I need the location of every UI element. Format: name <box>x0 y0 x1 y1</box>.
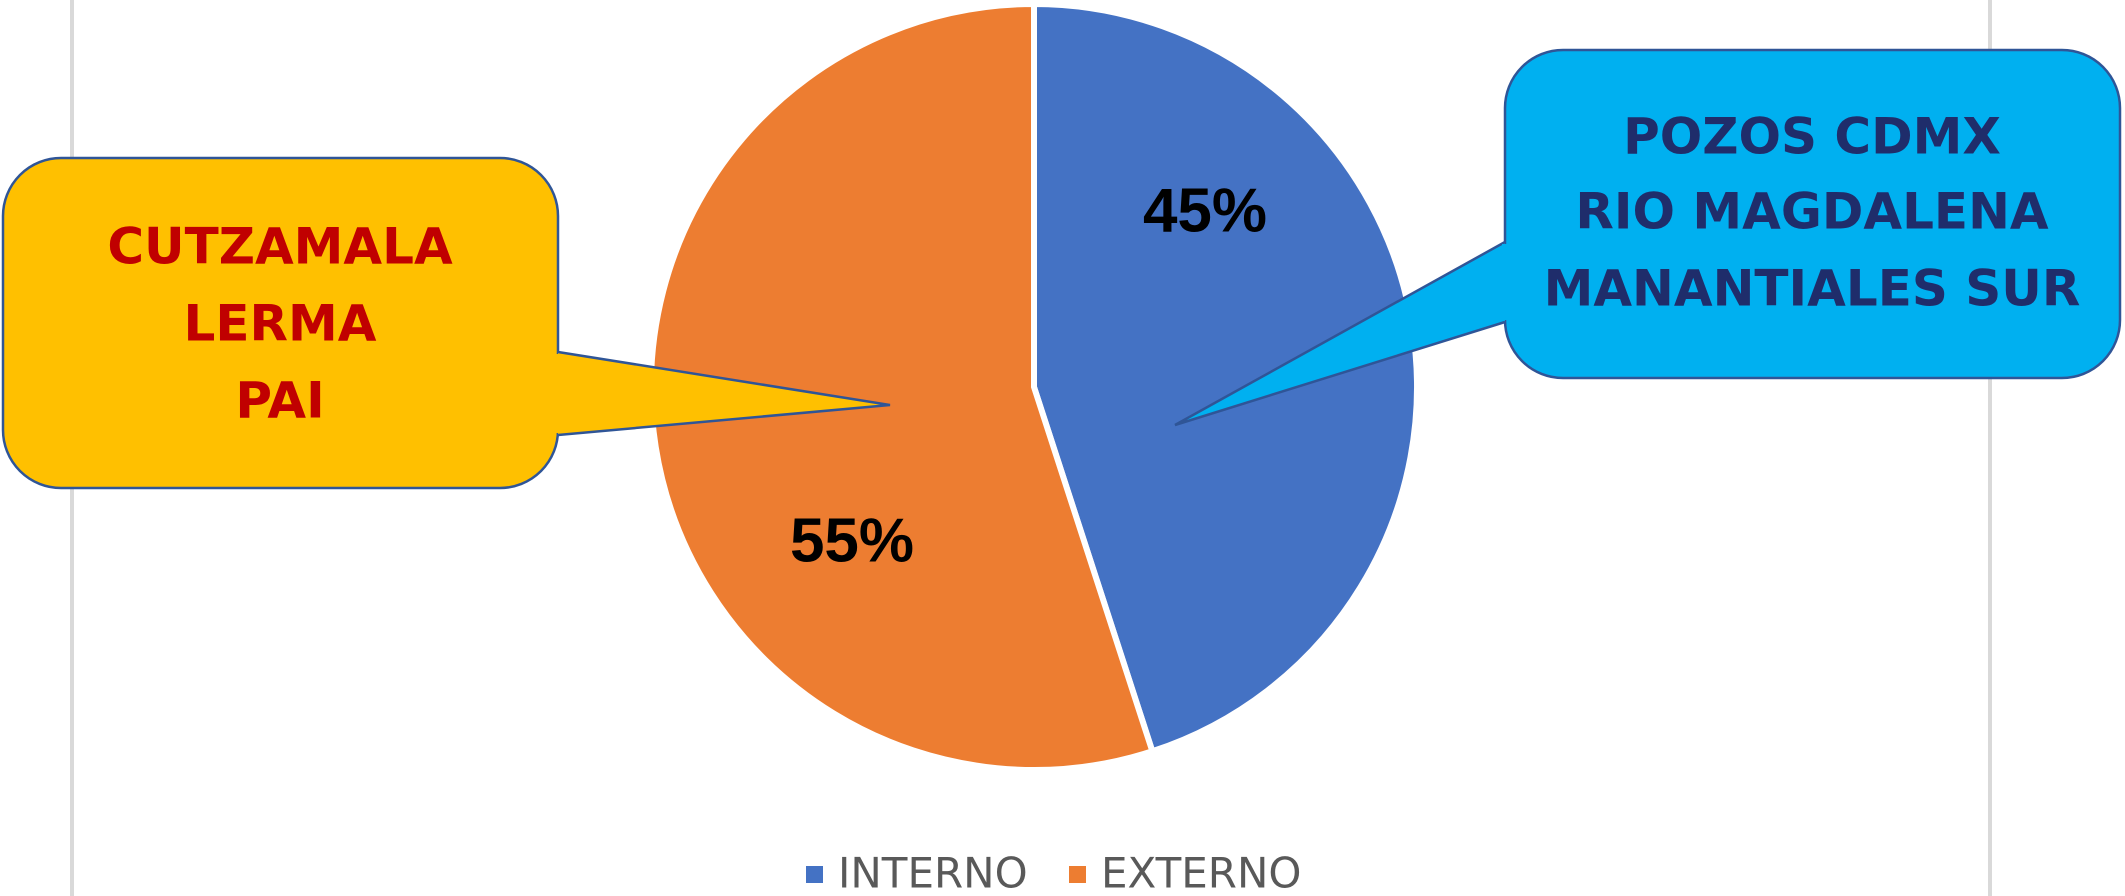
callout-pointer <box>1174 240 1506 427</box>
callout-box <box>1 156 560 490</box>
data-label-externo: 55% <box>790 506 914 575</box>
callout-line: MANANTIALES SUR <box>1544 260 2081 318</box>
callout-interno: POZOS CDMX RIO MAGDALENA MANANTIALES SUR <box>1174 48 2122 427</box>
legend-label: EXTERNO <box>1101 849 1301 896</box>
callout-line: POZOS CDMX <box>1623 108 2001 166</box>
callouts: POZOS CDMX RIO MAGDALENA MANANTIALES SUR CU… <box>1 48 2122 490</box>
legend-swatch <box>806 866 823 883</box>
legend-item-externo: EXTERNO <box>1069 849 1301 896</box>
callout-box <box>1503 48 2122 380</box>
callout-line: RIO MAGDALENA <box>1575 183 2049 241</box>
callout-line: LERMA <box>184 295 377 353</box>
callout-line: PAI <box>235 372 324 430</box>
callout-pointer <box>557 350 891 437</box>
callout-externo: CUTZAMALA LERMA PAI <box>1 156 891 490</box>
pie-slice-externo <box>648 1 1156 773</box>
data-label-interno: 45% <box>1143 176 1267 245</box>
data-labels: 45% 55% <box>790 176 1267 575</box>
legend: INTERNO EXTERNO <box>806 849 1301 896</box>
legend-swatch <box>1069 866 1086 883</box>
legend-item-interno: INTERNO <box>806 849 1028 896</box>
pie-slices <box>648 1 1420 773</box>
callout-line: CUTZAMALA <box>107 218 453 276</box>
legend-label: INTERNO <box>838 849 1028 896</box>
